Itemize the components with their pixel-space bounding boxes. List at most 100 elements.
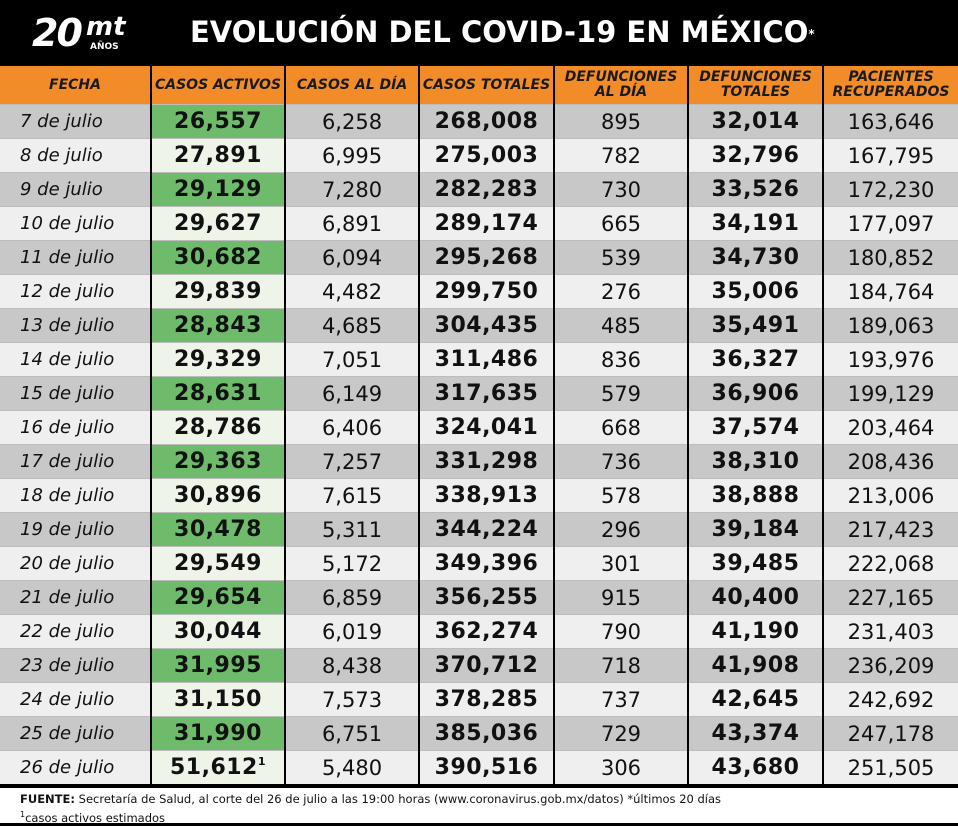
cell-pacientes-recuperados: 180,852 [823, 240, 958, 275]
cell-casos-activos: 30,044 [151, 614, 286, 649]
cell-defunciones-al-dia: 301 [554, 546, 689, 581]
cell-casos-totales: 311,486 [419, 342, 555, 377]
cell-casos-activos: 28,843 [151, 308, 286, 343]
cell-date: 17 de julio [0, 444, 152, 479]
cell-pacientes-recuperados: 193,976 [823, 342, 958, 377]
cell-defunciones-totales: 38,310 [688, 444, 824, 479]
cell-defunciones-al-dia: 665 [554, 206, 689, 241]
logo-years: AÑOS [90, 42, 119, 52]
cell-casos-activos: 29,329 [151, 342, 286, 377]
cell-casos-al-dia: 6,094 [285, 240, 420, 275]
cell-date: 12 de julio [0, 274, 152, 309]
estimate-mark: 1 [257, 755, 267, 768]
cell-casos-totales: 268,008 [419, 104, 555, 139]
cell-casos-al-dia: 6,891 [285, 206, 420, 241]
table-row: 14 de julio 29,329 7,051 311,486 836 36,327 19… [0, 342, 958, 377]
cell-defunciones-al-dia: 736 [554, 444, 689, 479]
cell-pacientes-recuperados: 222,068 [823, 546, 958, 581]
cell-date: 22 de julio [0, 614, 152, 649]
cell-casos-activos: 51,6121 [151, 750, 286, 784]
cell-defunciones-al-dia: 579 [554, 376, 689, 411]
cell-defunciones-al-dia: 836 [554, 342, 689, 377]
cell-casos-al-dia: 7,257 [285, 444, 420, 479]
table-row: 23 de julio 31,995 8,438 370,712 718 41,908 23… [0, 648, 958, 683]
cell-pacientes-recuperados: 167,795 [823, 138, 958, 173]
table-row: 19 de julio 30,478 5,311 344,224 296 39,184 21… [0, 512, 958, 547]
cell-casos-totales: 344,224 [419, 512, 555, 547]
cell-casos-al-dia: 7,280 [285, 172, 420, 207]
cell-defunciones-totales: 38,888 [688, 478, 824, 513]
cell-casos-al-dia: 6,995 [285, 138, 420, 173]
cell-date: 11 de julio [0, 240, 152, 275]
cell-defunciones-totales: 39,485 [688, 546, 824, 581]
cell-casos-totales: 317,635 [419, 376, 555, 411]
cell-defunciones-al-dia: 737 [554, 682, 689, 717]
footer-mark: 1 [20, 810, 26, 819]
cell-date: 8 de julio [0, 138, 152, 173]
cell-date: 10 de julio [0, 206, 152, 241]
cell-casos-totales: 275,003 [419, 138, 555, 173]
cell-pacientes-recuperados: 203,464 [823, 410, 958, 445]
cell-casos-al-dia: 6,406 [285, 410, 420, 445]
cell-pacientes-recuperados: 217,423 [823, 512, 958, 547]
cell-date: 16 de julio [0, 410, 152, 445]
table-row: 16 de julio 28,786 6,406 324,041 668 37,574 20… [0, 410, 958, 445]
table-row: 25 de julio 31,990 6,751 385,036 729 43,374 24… [0, 716, 958, 751]
footer-line-2: 1casos activos estimados [20, 807, 958, 826]
cell-casos-activos: 30,682 [151, 240, 286, 275]
cell-date: 15 de julio [0, 376, 152, 411]
cell-casos-totales: 385,036 [419, 716, 555, 751]
cell-defunciones-al-dia: 729 [554, 716, 689, 751]
table-row: 15 de julio 28,631 6,149 317,635 579 36,906 19… [0, 376, 958, 411]
table-row: 7 de julio 26,557 6,258 268,008 895 32,014 163… [0, 104, 958, 139]
cell-pacientes-recuperados: 251,505 [823, 750, 958, 784]
cell-defunciones-al-dia: 306 [554, 750, 689, 784]
cell-defunciones-totales: 36,327 [688, 342, 824, 377]
covid-table: FECHA CASOS ACTIVOS CASOS AL DÍA CASOS T… [0, 66, 958, 784]
cell-pacientes-recuperados: 163,646 [823, 104, 958, 139]
cell-defunciones-totales: 35,491 [688, 308, 824, 343]
cell-casos-totales: 356,255 [419, 580, 555, 615]
logo-number: 20 [32, 11, 83, 55]
cell-casos-totales: 289,174 [419, 206, 555, 241]
col-defunciones-totales: DEFUNCIONES TOTALES [688, 66, 824, 105]
title-text: EVOLUCIÓN DEL COVID-19 EN MÉXICO [190, 15, 809, 49]
cell-defunciones-totales: 34,191 [688, 206, 824, 241]
table-row: 13 de julio 28,843 4,685 304,435 485 35,491 18… [0, 308, 958, 343]
cell-pacientes-recuperados: 184,764 [823, 274, 958, 309]
cell-defunciones-al-dia: 296 [554, 512, 689, 547]
cell-casos-al-dia: 4,482 [285, 274, 420, 309]
cell-defunciones-al-dia: 668 [554, 410, 689, 445]
cell-casos-activos: 31,995 [151, 648, 286, 683]
col-casos-totales: CASOS TOTALES [419, 66, 555, 105]
cell-defunciones-al-dia: 730 [554, 172, 689, 207]
cell-casos-totales: 362,274 [419, 614, 555, 649]
table-row: 10 de julio 29,627 6,891 289,174 665 34,191 17… [0, 206, 958, 241]
cell-casos-al-dia: 6,019 [285, 614, 420, 649]
cell-casos-activos: 31,990 [151, 716, 286, 751]
cell-pacientes-recuperados: 231,403 [823, 614, 958, 649]
cell-date: 9 de julio [0, 172, 152, 207]
cell-pacientes-recuperados: 199,129 [823, 376, 958, 411]
cell-defunciones-totales: 40,400 [688, 580, 824, 615]
page-title: EVOLUCIÓN DEL COVID-19 EN MÉXICO* [190, 12, 815, 52]
cell-defunciones-al-dia: 790 [554, 614, 689, 649]
cell-defunciones-totales: 41,190 [688, 614, 824, 649]
footer-source: Secretaría de Salud, al corte del 26 de … [74, 792, 722, 806]
col-casos-activos: CASOS ACTIVOS [151, 66, 286, 105]
cell-pacientes-recuperados: 208,436 [823, 444, 958, 479]
col-defunciones-al-dia: DEFUNCIONES AL DÍA [554, 66, 689, 105]
cell-defunciones-totales: 41,908 [688, 648, 824, 683]
cell-casos-activos: 29,839 [151, 274, 286, 309]
table-header-row: FECHA CASOS ACTIVOS CASOS AL DÍA CASOS T… [0, 66, 958, 105]
cell-defunciones-al-dia: 718 [554, 648, 689, 683]
cell-casos-activos: 29,627 [151, 206, 286, 241]
table-row: 22 de julio 30,044 6,019 362,274 790 41,190 23… [0, 614, 958, 649]
header-bar: 20 mt AÑOS EVOLUCIÓN DEL COVID-19 EN MÉX… [0, 0, 958, 66]
title-mark: * [808, 27, 815, 41]
cell-date: 18 de julio [0, 478, 152, 513]
cell-casos-activos: 30,896 [151, 478, 286, 513]
cell-casos-al-dia: 6,149 [285, 376, 420, 411]
cell-date: 26 de julio [0, 750, 152, 784]
cell-defunciones-totales: 36,906 [688, 376, 824, 411]
